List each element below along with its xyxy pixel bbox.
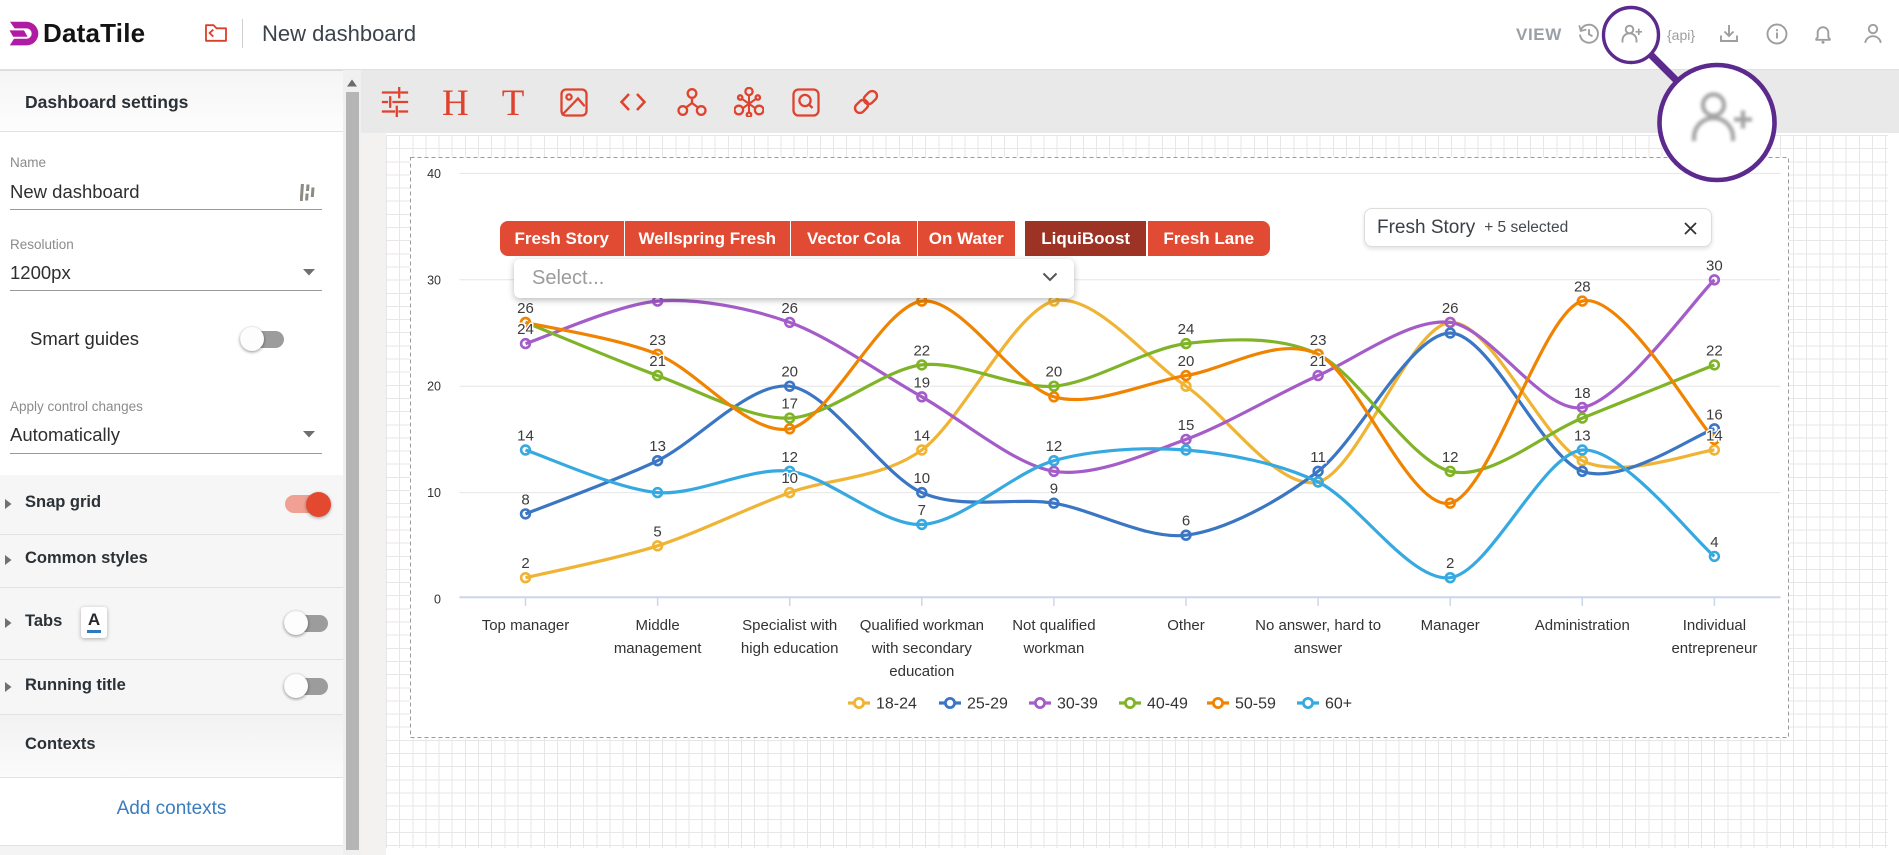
svg-text:50-59: 50-59 [1235, 696, 1276, 713]
svg-text:13: 13 [1574, 428, 1591, 445]
svg-text:Not qualified: Not qualified [1012, 617, 1095, 634]
svg-text:30: 30 [1706, 257, 1723, 274]
svg-text:12: 12 [1442, 449, 1459, 466]
svg-text:21: 21 [1310, 353, 1327, 370]
svg-text:high education: high education [741, 640, 839, 657]
svg-text:21: 21 [649, 353, 666, 370]
svg-text:16: 16 [1706, 406, 1723, 423]
svg-text:14: 14 [1706, 428, 1723, 445]
svg-text:25-29: 25-29 [967, 696, 1008, 713]
svg-text:30-39: 30-39 [1057, 696, 1098, 713]
svg-text:22: 22 [913, 342, 930, 359]
svg-text:10: 10 [781, 470, 798, 487]
svg-text:7: 7 [918, 502, 926, 519]
svg-text:Individual: Individual [1683, 617, 1746, 634]
svg-text:22: 22 [1706, 342, 1723, 359]
svg-text:6: 6 [1182, 513, 1190, 530]
svg-text:60+: 60+ [1325, 696, 1352, 713]
svg-text:10: 10 [913, 470, 930, 487]
svg-text:5: 5 [653, 523, 661, 540]
svg-text:Middle: Middle [636, 617, 680, 634]
svg-text:24: 24 [517, 321, 534, 338]
svg-text:0: 0 [434, 593, 441, 607]
svg-text:20: 20 [1046, 364, 1063, 381]
svg-text:26: 26 [517, 300, 534, 317]
svg-text:12: 12 [781, 449, 798, 466]
svg-text:2: 2 [521, 555, 529, 572]
svg-text:Manager: Manager [1421, 617, 1480, 634]
svg-text:19: 19 [913, 374, 930, 391]
svg-text:24: 24 [1178, 321, 1195, 338]
svg-text:17: 17 [781, 396, 798, 413]
svg-text:20: 20 [781, 364, 798, 381]
svg-text:14: 14 [517, 428, 534, 445]
svg-text:40-49: 40-49 [1147, 696, 1188, 713]
svg-text:20: 20 [427, 380, 441, 394]
svg-text:with secondary: with secondary [871, 640, 973, 657]
svg-text:Qualified workman: Qualified workman [860, 617, 984, 634]
svg-text:4: 4 [1710, 534, 1718, 551]
svg-text:answer: answer [1294, 640, 1342, 657]
svg-text:2: 2 [1446, 555, 1454, 572]
svg-text:30: 30 [427, 273, 441, 287]
svg-text:28: 28 [1574, 279, 1591, 296]
svg-text:18: 18 [1574, 385, 1591, 402]
svg-text:Administration: Administration [1535, 617, 1630, 634]
svg-text:26: 26 [1442, 300, 1459, 317]
svg-text:9: 9 [1050, 481, 1058, 498]
svg-text:8: 8 [521, 491, 529, 508]
svg-text:11: 11 [1310, 449, 1326, 466]
svg-text:management: management [614, 640, 702, 657]
svg-text:10: 10 [427, 486, 441, 500]
svg-text:Other: Other [1167, 617, 1205, 634]
svg-text:15: 15 [1178, 417, 1195, 434]
svg-text:education: education [889, 663, 954, 680]
svg-text:Top manager: Top manager [482, 617, 570, 634]
svg-text:40: 40 [427, 167, 441, 181]
svg-text:No answer, hard to: No answer, hard to [1255, 617, 1381, 634]
svg-text:13: 13 [649, 438, 666, 455]
svg-text:23: 23 [649, 332, 666, 349]
svg-text:26: 26 [781, 300, 798, 317]
svg-text:23: 23 [1310, 332, 1327, 349]
svg-text:20: 20 [1178, 353, 1195, 370]
svg-text:18-24: 18-24 [876, 696, 917, 713]
svg-text:entrepreneur: entrepreneur [1671, 640, 1757, 657]
svg-text:Specialist with: Specialist with [742, 617, 837, 634]
svg-text:14: 14 [913, 428, 930, 445]
svg-text:workman: workman [1022, 640, 1084, 657]
svg-text:12: 12 [1046, 438, 1063, 455]
